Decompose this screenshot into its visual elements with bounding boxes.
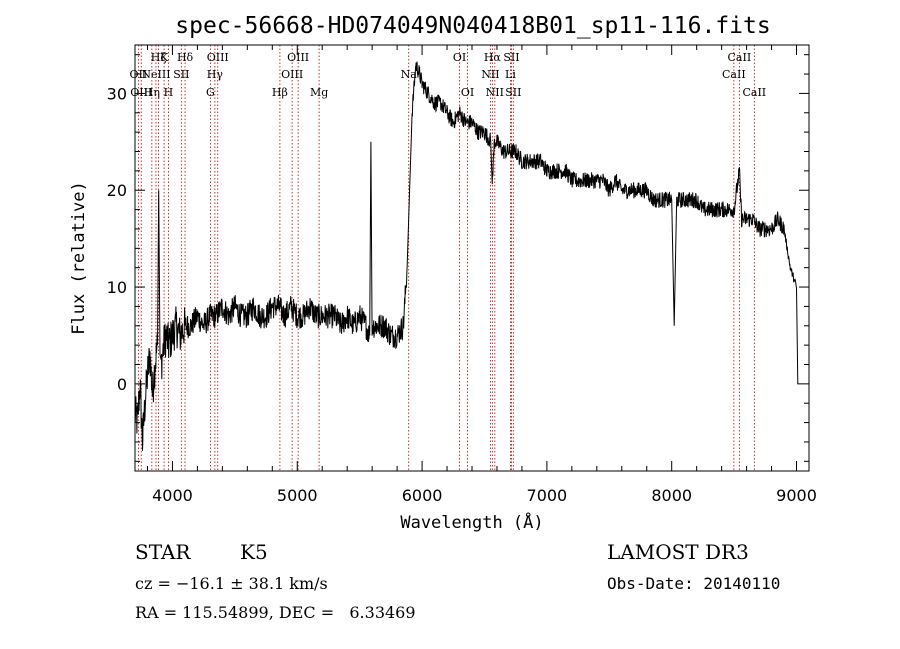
chart-title: spec-56668-HD074049N040418B01_sp11-116.f… [175,13,770,39]
x-tick-label: 7000 [527,486,568,505]
line-marker-label: Na [401,68,418,81]
line-marker-label: OI [461,86,474,99]
survey-label: LAMOST DR3 [607,540,749,564]
line-marker-label: NII [486,86,504,99]
redshift-text: cz = −16.1 ± 38.1 km/s [135,574,328,593]
subclass-label: K5 [240,540,268,564]
emission-line-labels: OIIOIIIHηNeIIIHζKHSIIHδGHγOIIIHβOIIIOIII… [130,51,767,99]
line-marker-label: Hζ [151,51,167,64]
line-marker-label: CaII [742,86,766,99]
x-axis-label: Wavelength (Å) [400,511,543,533]
line-marker-label: H [164,86,174,99]
coordinates-text: RA = 115.54899, DEC = 6.33469 [135,603,416,622]
y-tick-label: 20 [107,181,127,200]
line-marker-label: OIII [281,68,303,81]
line-marker-label: SII [503,51,519,64]
x-tick-label: 4000 [152,486,193,505]
line-marker-label: CaII [722,68,746,81]
line-marker-label: Hδ [177,51,194,64]
x-axis: 4000 5000 6000 7000 8000 9000 [146,45,817,505]
x-tick-label: 6000 [402,486,443,505]
line-marker-label: CaII [728,51,752,64]
y-tick-label: 0 [117,375,127,394]
line-marker-label: OIII [207,51,229,64]
x-tick-label: 9000 [776,486,817,505]
line-marker-label: OI [453,51,466,64]
x-tick-label: 8000 [651,486,692,505]
line-marker-label: SII [173,68,189,81]
line-marker-label: Hα [484,51,502,64]
line-marker-label: K [160,51,169,64]
y-axis: 0 10 20 30 [107,54,809,462]
spectrum-series [134,61,799,451]
obs-date-text: Obs-Date: 20140110 [607,574,781,593]
y-tick-label: 10 [107,278,127,297]
y-axis-label: Flux (relative) [69,181,89,335]
line-marker-label: SII [505,86,521,99]
line-marker-label: OIII [130,86,152,99]
y-tick-label: 30 [107,84,127,103]
line-marker-label: NII [481,68,499,81]
line-marker-label: Hη [144,86,160,99]
line-marker-label: Hγ [207,68,224,81]
line-marker-label: G [206,86,215,99]
line-marker-label: Mg [310,86,328,99]
line-marker-label: OIII [287,51,309,64]
class-label: STAR [135,540,191,564]
line-marker-label: Hβ [272,86,288,99]
emission-line-markers [137,45,755,471]
x-tick-label: 5000 [277,486,318,505]
line-marker-label: Li [505,68,516,81]
plot-frame [134,44,810,472]
line-marker-label: NeIII [141,68,170,81]
